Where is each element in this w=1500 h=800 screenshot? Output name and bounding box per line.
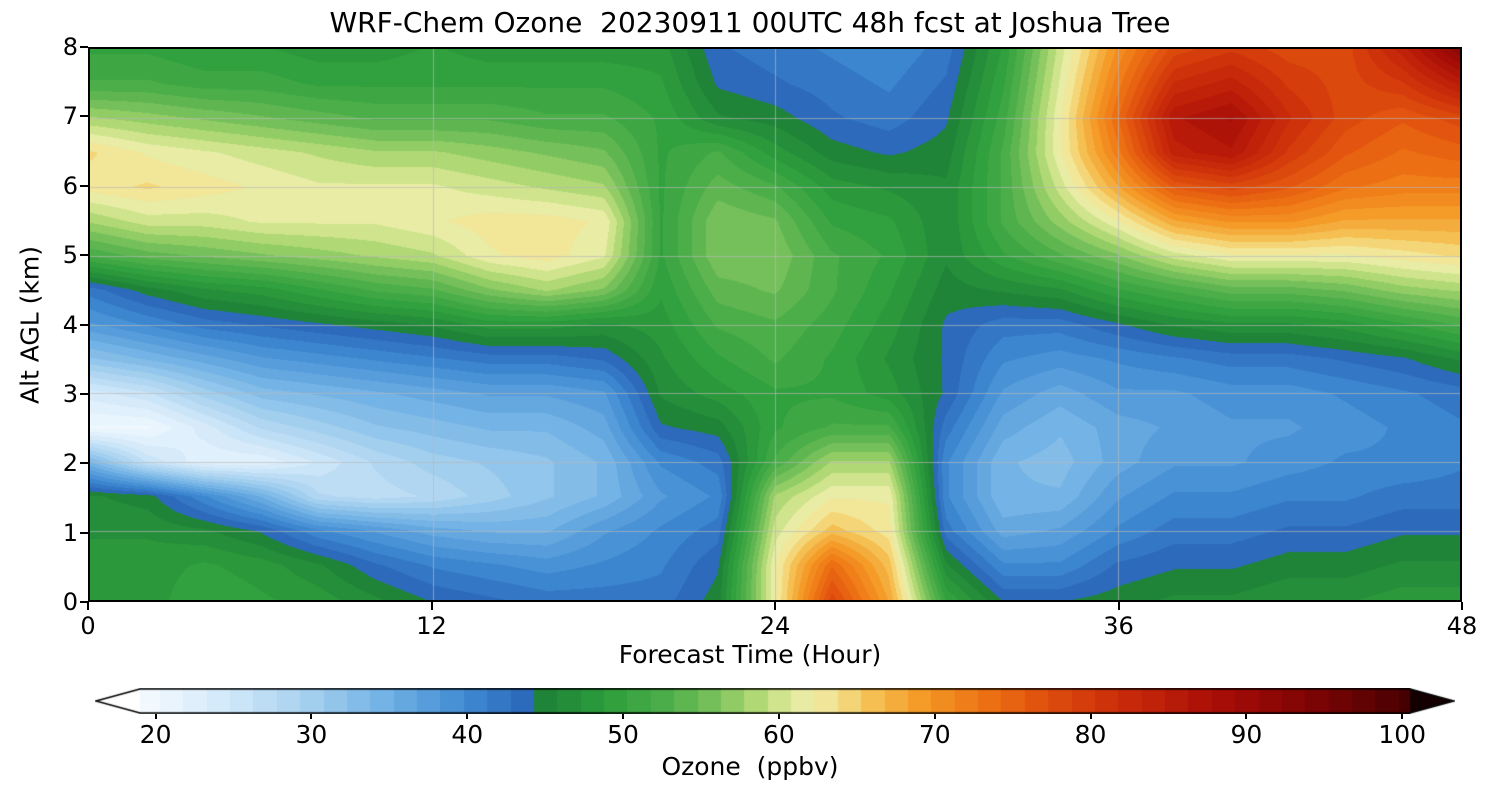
colorbar-tick-mark	[310, 714, 313, 719]
y-tick-mark	[80, 115, 88, 118]
colorbar-tick-label: 40	[451, 720, 484, 749]
colorbar-tick-label: 100	[1378, 720, 1427, 749]
colorbar-tick-mark	[777, 714, 780, 719]
y-tick-mark	[80, 531, 88, 534]
y-tick-mark	[80, 462, 88, 465]
y-tick-mark	[80, 392, 88, 395]
colorbar-tick-mark	[154, 714, 157, 719]
heatmap-canvas	[90, 49, 1460, 600]
colorbar-label: Ozone (ppbv)	[661, 752, 839, 781]
y-tick-mark	[80, 184, 88, 187]
colorbar-tick-mark	[1245, 714, 1248, 719]
y-tick-label: 4	[62, 310, 78, 339]
y-tick-mark	[80, 601, 88, 603]
x-tick-label: 0	[80, 612, 96, 640]
chart-title: WRF-Chem Ozone 20230911 00UTC 48h fcst a…	[329, 6, 1171, 39]
colorbar-tick-mark	[622, 714, 625, 719]
y-tick-mark	[80, 323, 88, 326]
y-tick-mark	[80, 254, 88, 257]
colorbar-canvas	[95, 688, 1455, 714]
colorbar-tick-label: 50	[607, 720, 639, 749]
x-tick-label: 48	[1446, 612, 1478, 640]
colorbar-tick-label: 80	[1074, 720, 1107, 749]
y-tick-mark	[80, 46, 88, 48]
colorbar-tick-label: 20	[139, 720, 172, 749]
y-tick-label: 8	[62, 33, 78, 61]
x-axis-label: Forecast Time (Hour)	[618, 640, 882, 669]
x-tick-mark	[430, 602, 433, 610]
y-tick-label: 0	[62, 588, 78, 616]
x-tick-mark	[87, 602, 89, 610]
colorbar-tick-label: 90	[1230, 720, 1263, 749]
plot-area	[88, 47, 1462, 602]
x-tick-label: 24	[759, 612, 791, 640]
colorbar-tick-mark	[466, 714, 469, 719]
y-tick-label: 3	[62, 379, 78, 408]
colorbar	[95, 688, 1455, 714]
colorbar-tick-label: 70	[918, 720, 951, 749]
colorbar-tick-mark	[1089, 714, 1092, 719]
y-tick-label: 6	[62, 171, 78, 200]
colorbar-tick-mark	[1401, 714, 1404, 719]
y-tick-label: 7	[62, 102, 78, 131]
x-tick-label: 36	[1103, 612, 1134, 640]
y-tick-label: 2	[62, 449, 78, 478]
colorbar-tick-label: 60	[762, 720, 795, 749]
colorbar-tick-label: 30	[295, 720, 328, 749]
x-tick-mark	[1461, 602, 1463, 610]
y-tick-label: 5	[62, 241, 78, 270]
x-tick-label: 12	[416, 612, 447, 640]
x-tick-mark	[774, 602, 776, 610]
x-tick-mark	[1117, 602, 1120, 610]
y-tick-label: 1	[62, 518, 78, 547]
colorbar-tick-mark	[933, 714, 936, 719]
